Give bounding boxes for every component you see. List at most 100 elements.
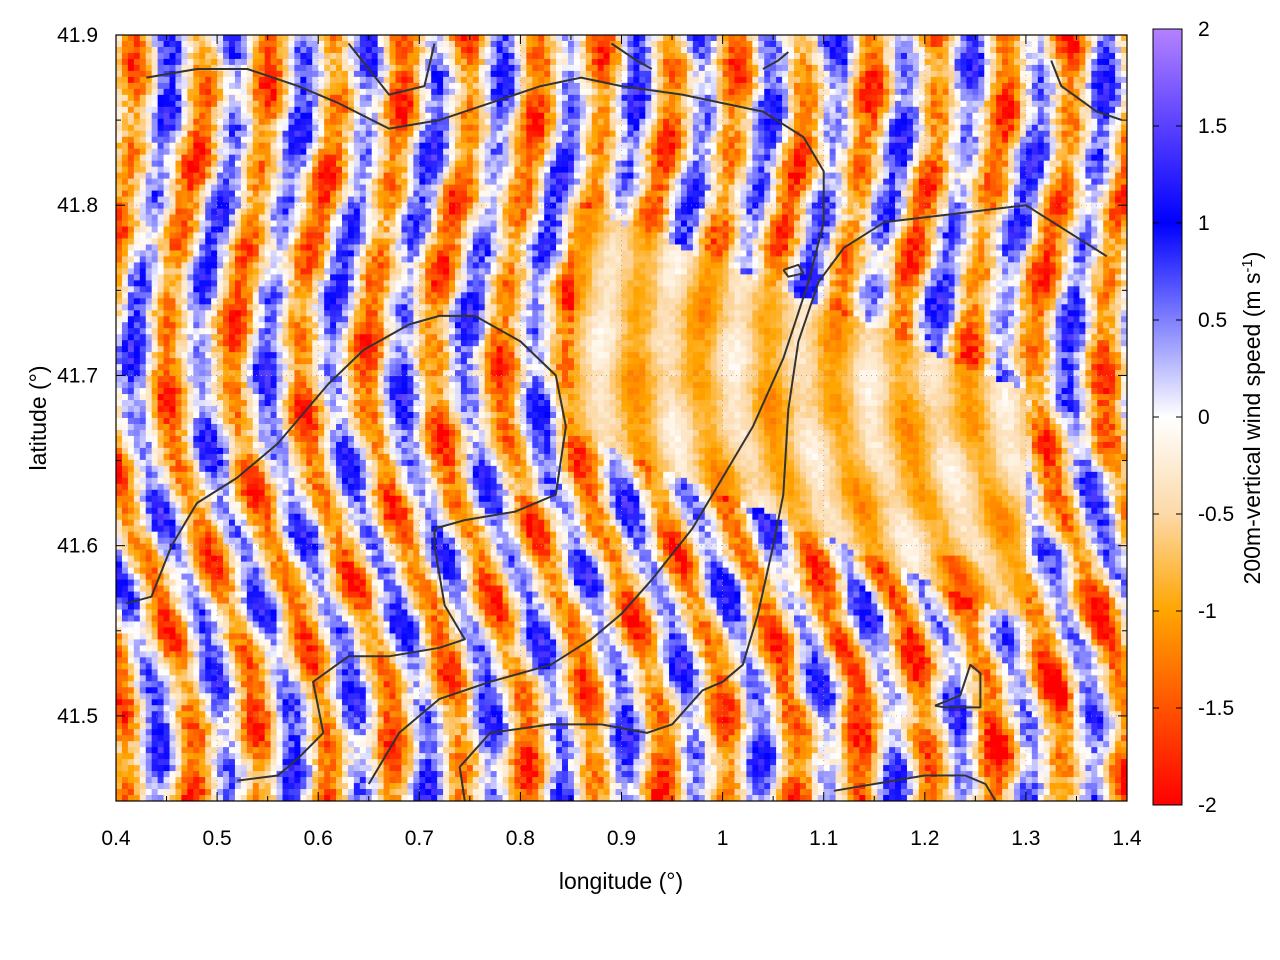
heatmap-cell [1103, 76, 1110, 84]
heatmap-cell [669, 184, 676, 192]
heatmap-cell [175, 130, 183, 138]
heatmap-cell [853, 184, 860, 192]
heatmap-cell [484, 124, 492, 132]
heatmap-cell [573, 70, 581, 78]
heatmap-cell [288, 112, 296, 120]
heatmap-cell [603, 46, 611, 54]
heatmap-cell [615, 46, 623, 54]
heatmap-cell [556, 88, 563, 96]
heatmap-cell [924, 184, 932, 192]
heatmap-cell [716, 142, 724, 150]
heatmap-cell [490, 40, 498, 48]
heatmap-cell [472, 112, 480, 120]
heatmap-cell [294, 160, 301, 168]
heatmap-cell [669, 58, 676, 66]
heatmap-cell [324, 184, 331, 192]
heatmap-cell [1043, 154, 1051, 162]
heatmap-cell [181, 58, 188, 66]
heatmap-cell [347, 136, 355, 144]
heatmap-cell [984, 94, 991, 102]
heatmap-cell [663, 184, 670, 192]
heatmap-cell [752, 196, 759, 204]
heatmap-cell [496, 184, 504, 192]
heatmap-cell [449, 148, 456, 156]
heatmap-cell [573, 202, 581, 210]
heatmap-cell [401, 160, 409, 168]
heatmap-cell [282, 142, 290, 150]
heatmap-cell [496, 190, 504, 198]
heatmap-cell [145, 94, 153, 102]
heatmap-cell [663, 82, 670, 90]
heatmap-cell [883, 172, 890, 180]
heatmap-cell [556, 196, 563, 204]
heatmap-cell [133, 196, 141, 204]
heatmap-cell [341, 35, 349, 42]
heatmap-cell [942, 172, 950, 180]
heatmap-cell [341, 124, 349, 132]
heatmap-cell [1037, 46, 1045, 54]
heatmap-cell [811, 52, 819, 60]
heatmap-cell [449, 166, 456, 174]
heatmap-cell [431, 124, 438, 132]
heatmap-cell [116, 70, 123, 78]
heatmap-cell [371, 208, 379, 216]
heatmap-cell [270, 124, 278, 132]
heatmap-cell [901, 178, 908, 186]
heatmap-cell [984, 82, 991, 90]
heatmap-cell [859, 58, 866, 66]
heatmap-cell [746, 142, 753, 150]
heatmap-cell [544, 76, 551, 84]
heatmap-cell [228, 208, 236, 216]
heatmap-cell [663, 196, 670, 204]
heatmap-cell [1031, 202, 1039, 210]
heatmap-cell [698, 196, 706, 204]
heatmap-cell [984, 40, 991, 48]
heatmap-cell [294, 35, 301, 42]
heatmap-cell [294, 190, 301, 198]
heatmap-cell [853, 106, 860, 114]
heatmap-cell [645, 118, 652, 126]
heatmap-cell [449, 70, 456, 78]
heatmap-cell [817, 160, 825, 168]
heatmap-cell [1079, 190, 1086, 198]
heatmap-cell [556, 35, 563, 42]
heatmap-cell [300, 142, 307, 150]
heatmap-cell [193, 136, 200, 144]
heatmap-cell [169, 196, 177, 204]
heatmap-cell [544, 160, 551, 168]
heatmap-cell [383, 46, 391, 54]
heatmap-cell [942, 118, 950, 126]
heatmap-cell [675, 124, 682, 132]
heatmap-cell [698, 160, 706, 168]
heatmap-cell [627, 190, 634, 198]
heatmap-cell [246, 112, 254, 120]
heatmap-cell [829, 160, 837, 168]
heatmap-cell [211, 46, 218, 54]
heatmap-cell [472, 64, 480, 72]
heatmap-cell [978, 202, 985, 210]
heatmap-cell [282, 130, 290, 138]
heatmap-cell [1079, 112, 1086, 120]
heatmap-cell [163, 106, 171, 114]
heatmap-cell [776, 202, 783, 210]
heatmap-cell [211, 184, 218, 192]
heatmap-cell [746, 82, 753, 90]
heatmap-cell [395, 106, 403, 114]
heatmap-cell [990, 166, 997, 174]
heatmap-cell [520, 64, 527, 72]
heatmap-cell [633, 100, 640, 108]
heatmap-cell [347, 154, 355, 162]
heatmap-cell [217, 76, 224, 84]
heatmap-cell [151, 35, 159, 42]
heatmap-cell [205, 106, 212, 114]
heatmap-cell [835, 154, 843, 162]
heatmap-cell [526, 94, 533, 102]
heatmap-cell [585, 196, 593, 204]
heatmap-cell [282, 208, 290, 216]
heatmap-cell [746, 196, 753, 204]
heatmap-cell [449, 130, 456, 138]
heatmap-cell [764, 172, 771, 180]
heatmap-cell [1002, 196, 1009, 204]
heatmap-cell [258, 100, 266, 108]
heatmap-cell [645, 148, 652, 156]
